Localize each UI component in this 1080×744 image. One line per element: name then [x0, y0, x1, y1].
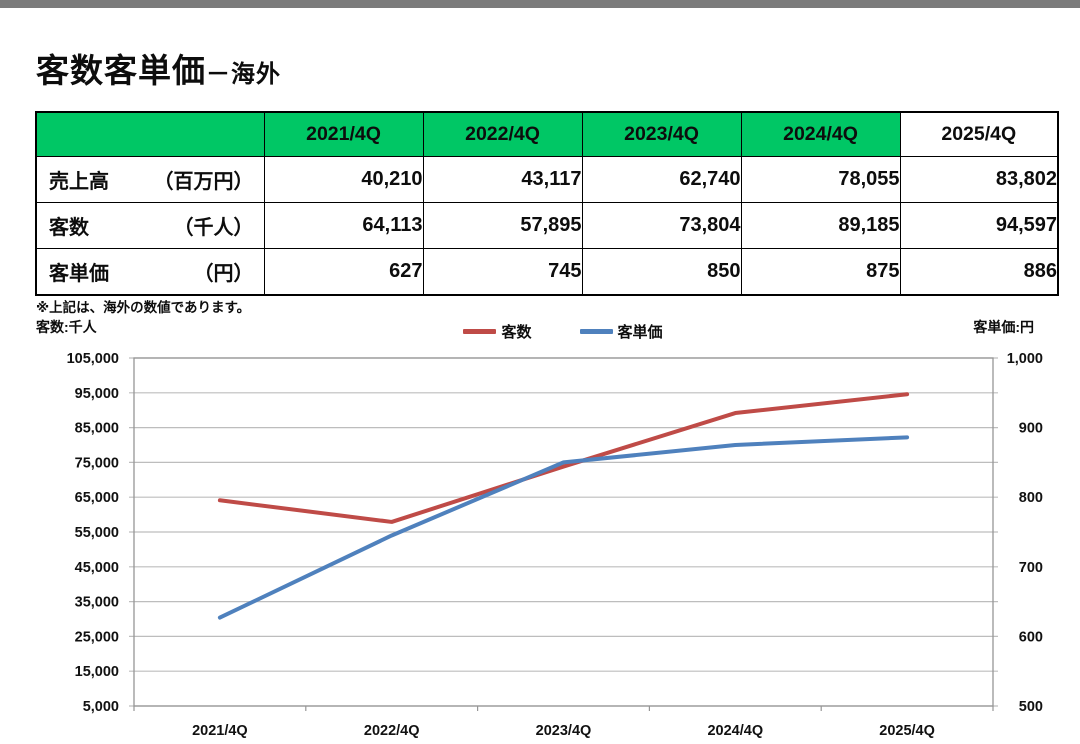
svg-text:900: 900: [1019, 421, 1043, 437]
right-axis-unit-label: 客単価:円: [973, 319, 1034, 335]
svg-text:25,000: 25,000: [75, 629, 119, 645]
svg-text:95,000: 95,000: [75, 386, 119, 402]
cell-value: 57,895: [422, 201, 583, 249]
left-axis-unit-label: 客数:千人: [36, 319, 97, 335]
svg-text:2025/4Q: 2025/4Q: [879, 723, 935, 739]
svg-text:85,000: 85,000: [75, 421, 119, 437]
row-label: 客単価: [49, 262, 109, 285]
cell-value: 627: [263, 247, 424, 295]
svg-text:105,000: 105,000: [67, 351, 119, 367]
svg-text:700: 700: [1019, 560, 1043, 576]
cell-value: 850: [581, 247, 742, 295]
col-header: 2021/4Q: [263, 111, 424, 157]
table-row-spend: 客単価 （円） 627 745 850 875 886: [35, 247, 1059, 295]
svg-text:15,000: 15,000: [75, 664, 119, 680]
chart-legend: 客数 客単価: [133, 321, 993, 342]
legend-line-blue: [579, 329, 613, 334]
cell-value: 64,113: [263, 201, 424, 249]
cell-value: 62,740: [581, 155, 742, 203]
svg-text:1,000: 1,000: [1007, 351, 1043, 367]
cell-value: 875: [740, 247, 901, 295]
table-header-row: 2021/4Q 2022/4Q 2023/4Q 2024/4Q 2025/4Q: [35, 111, 1059, 157]
page-title: 客数客単価 －海外: [36, 44, 281, 92]
cell-value: 83,802: [899, 155, 1059, 203]
legend-label: 客単価: [617, 324, 663, 341]
cell-value: 89,185: [740, 201, 901, 249]
svg-text:5,000: 5,000: [83, 699, 119, 715]
svg-text:2022/4Q: 2022/4Q: [364, 723, 420, 739]
row-unit: （円）: [193, 262, 254, 285]
svg-text:45,000: 45,000: [75, 560, 119, 576]
col-header-current: 2025/4Q: [899, 111, 1059, 157]
table-row-sales: 売上高 （百万円） 40,210 43,117 62,740 78,055 83…: [35, 155, 1059, 203]
page-title-main: 客数客単価: [36, 52, 206, 89]
col-header: 2023/4Q: [581, 111, 742, 157]
svg-text:75,000: 75,000: [75, 455, 119, 471]
svg-text:500: 500: [1019, 699, 1043, 715]
page-title-sub: －海外: [206, 61, 281, 88]
data-table: 2021/4Q 2022/4Q 2023/4Q 2024/4Q 2025/4Q …: [35, 111, 1059, 296]
row-label: 客数: [49, 216, 89, 239]
col-header: 2022/4Q: [422, 111, 583, 157]
svg-text:2021/4Q: 2021/4Q: [192, 723, 248, 739]
legend-item-spend: 客単価: [579, 321, 663, 342]
cell-value: 73,804: [581, 201, 742, 249]
svg-text:2024/4Q: 2024/4Q: [707, 723, 763, 739]
svg-text:35,000: 35,000: [75, 595, 119, 611]
cell-value: 745: [422, 247, 583, 295]
cell-value: 78,055: [740, 155, 901, 203]
row-unit: （千人）: [173, 216, 254, 239]
row-label: 売上高: [49, 170, 109, 193]
col-header: 2024/4Q: [740, 111, 901, 157]
svg-text:2023/4Q: 2023/4Q: [536, 723, 592, 739]
row-unit: （百万円）: [153, 170, 254, 193]
cell-value: 43,117: [422, 155, 583, 203]
cell-value: 886: [899, 247, 1059, 295]
svg-text:800: 800: [1019, 490, 1043, 506]
legend-line-red: [463, 329, 497, 334]
svg-text:600: 600: [1019, 629, 1043, 645]
svg-text:55,000: 55,000: [75, 525, 119, 541]
cell-value: 40,210: [263, 155, 424, 203]
cell-value: 94,597: [899, 201, 1059, 249]
legend-item-customers: 客数: [463, 321, 532, 342]
legend-label: 客数: [501, 324, 532, 341]
top-accent-bar: [0, 0, 1080, 8]
svg-text:65,000: 65,000: [75, 490, 119, 506]
table-row-customers: 客数 （千人） 64,113 57,895 73,804 89,185 94,5…: [35, 201, 1059, 249]
table-corner-cell: [35, 111, 265, 157]
footnote: ※上記は、海外の数値であります。: [36, 300, 251, 315]
